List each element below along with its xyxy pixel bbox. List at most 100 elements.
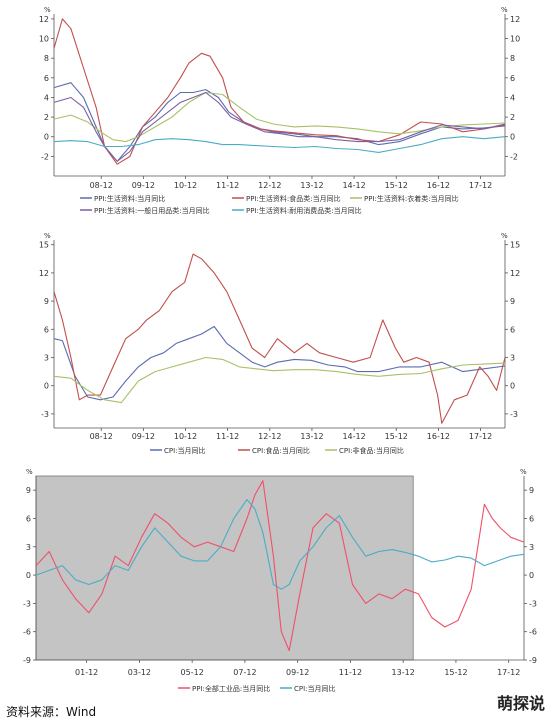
x-tick-label: 08-12 — [90, 181, 113, 190]
series-line-5 — [53, 136, 506, 153]
unit-label-left: % — [44, 6, 51, 14]
y-tick-label-left: 15 — [39, 241, 49, 250]
y-tick-label-left: 9 — [44, 297, 49, 306]
legend-label: PPI:生活资料:食品类:当月同比 — [246, 194, 341, 203]
y-tick-label-left: -9 — [23, 656, 31, 665]
y-tick-label-right: 6 — [510, 325, 515, 334]
y-tick-label-left: -3 — [23, 599, 31, 608]
unit-label-left: % — [26, 468, 33, 476]
x-tick-label: 17-12 — [469, 181, 492, 190]
x-tick-label: 16-12 — [427, 432, 450, 441]
y-tick-label-left: -3 — [41, 410, 49, 419]
y-tick-label-right: 6 — [529, 514, 534, 523]
legend-label: PPI:全部工业品:当月同比 — [192, 684, 270, 693]
y-tick-label-left: 0 — [26, 571, 31, 580]
y-tick-label-left: 12 — [39, 15, 49, 24]
y-tick-label-right: -2 — [510, 152, 518, 161]
watermark-logo: 萌探说 — [492, 688, 549, 716]
x-tick-label: 13-12 — [392, 668, 415, 677]
y-tick-label-left: -6 — [23, 628, 31, 637]
y-tick-label-right: 0 — [510, 133, 515, 142]
y-tick-label-right: 9 — [529, 486, 534, 495]
series-line-2 — [35, 499, 525, 590]
legend-label: CPI:当月同比 — [294, 684, 336, 693]
chart-cpi-food-nonfood: % % -3 -3 0 0 3 3 6 6 9 9 12 12 15 15 08-12 09-12 10-12 11-… — [39, 232, 520, 455]
legend-label: PPI:生活资料:一般日用品类:当月同比 — [94, 206, 210, 215]
y-tick-label-right: 4 — [510, 93, 515, 102]
y-tick-label-left: 9 — [26, 486, 31, 495]
chart-ppi-cpi-long-run: % % -9 -9 -6 -6 -3 -3 0 0 3 3 6 6 9 9 01-12 03-12 05-12 07-… — [23, 468, 537, 693]
y-tick-label-right: 9 — [510, 297, 515, 306]
series-line-4 — [53, 91, 506, 162]
legend-label: PPI:生活资料:衣着类:当月同比 — [364, 194, 459, 203]
x-tick-label: 09-12 — [132, 181, 155, 190]
series-line-2 — [53, 253, 506, 424]
y-tick-label-right: 10 — [510, 35, 520, 44]
chart-ppi-consumer-goods: % % -2 -2 0 0 2 2 4 4 6 6 8 8 10 10 12 12 08-12 09-12 10-12 1… — [39, 6, 520, 215]
x-tick-label: 08-12 — [90, 432, 113, 441]
x-tick-label: 13-12 — [300, 432, 323, 441]
series-line-2 — [53, 18, 506, 165]
unit-label-left: % — [44, 232, 51, 240]
series-line-1 — [53, 325, 506, 401]
x-tick-label: 09-12 — [286, 668, 309, 677]
y-tick-label-left: 6 — [44, 325, 49, 334]
y-tick-label-right: 2 — [510, 113, 515, 122]
unit-label-right: % — [501, 232, 508, 240]
x-tick-label: 15-12 — [385, 432, 408, 441]
y-tick-label-right: 6 — [510, 74, 515, 83]
x-tick-label: 10-12 — [174, 432, 197, 441]
x-tick-label: 12-12 — [258, 181, 281, 190]
y-tick-label-right: 8 — [510, 54, 515, 63]
x-tick-label: 05-12 — [181, 668, 204, 677]
unit-label-right: % — [501, 6, 508, 14]
x-tick-label: 09-12 — [132, 432, 155, 441]
x-tick-label: 14-12 — [342, 181, 365, 190]
legend-label: PPI:生活资料:耐用消费品类:当月同比 — [246, 206, 362, 215]
y-tick-label-right: -9 — [529, 656, 537, 665]
y-tick-label-left: 3 — [44, 354, 49, 363]
x-tick-label: 17-12 — [497, 668, 520, 677]
y-tick-label-left: 6 — [44, 74, 49, 83]
source-note: 资料来源：Wind — [6, 705, 97, 719]
shaded-region — [35, 475, 414, 661]
legend-label: CPI:当月同比 — [164, 446, 206, 455]
y-tick-label-right: 0 — [529, 571, 534, 580]
x-tick-label: 11-12 — [339, 668, 362, 677]
x-tick-label: 01-12 — [75, 668, 98, 677]
y-tick-label-left: 4 — [44, 93, 49, 102]
unit-label-right: % — [520, 468, 527, 476]
x-tick-label: 11-12 — [216, 181, 239, 190]
x-tick-label: 16-12 — [427, 181, 450, 190]
y-tick-label-right: -3 — [529, 599, 537, 608]
x-tick-label: 03-12 — [128, 668, 151, 677]
y-tick-label-right: -6 — [529, 628, 537, 637]
x-tick-label: 11-12 — [216, 432, 239, 441]
x-tick-label: 14-12 — [342, 432, 365, 441]
series-line-1 — [35, 480, 525, 652]
y-tick-label-right: 15 — [510, 241, 520, 250]
x-tick-label: 10-12 — [174, 181, 197, 190]
y-tick-label-left: -2 — [41, 152, 49, 161]
legend-label: CPI:食品:当月同比 — [252, 446, 310, 455]
y-tick-label-left: 0 — [44, 382, 49, 391]
x-tick-label: 13-12 — [300, 181, 323, 190]
y-tick-label-right: 3 — [510, 354, 515, 363]
y-tick-label-right: 12 — [510, 269, 520, 278]
x-tick-label: 15-12 — [444, 668, 467, 677]
x-tick-label: 15-12 — [385, 181, 408, 190]
y-tick-label-left: 0 — [44, 133, 49, 142]
x-tick-label: 12-12 — [258, 432, 281, 441]
legend-label: PPI:生活资料:当月同比 — [94, 194, 165, 203]
series-line-3 — [53, 356, 506, 404]
legend-label: CPI:非食品:当月同比 — [339, 446, 404, 455]
y-tick-label-right: 12 — [510, 15, 520, 24]
y-tick-label-left: 2 — [44, 113, 49, 122]
series-line-3 — [53, 91, 506, 143]
y-tick-label-left: 12 — [39, 269, 49, 278]
y-tick-label-left: 10 — [39, 35, 49, 44]
y-tick-label-left: 6 — [26, 514, 31, 523]
y-tick-label-right: 0 — [510, 382, 515, 391]
x-tick-label: 07-12 — [233, 668, 256, 677]
series-line-1 — [53, 82, 506, 162]
